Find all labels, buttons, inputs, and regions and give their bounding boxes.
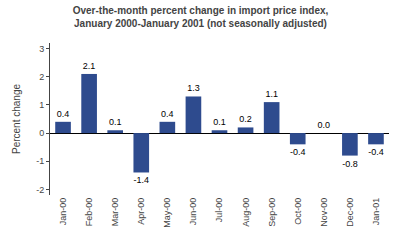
svg-text:0: 0 bbox=[39, 128, 44, 138]
svg-text:Percent change: Percent change bbox=[11, 84, 22, 154]
svg-text:Feb-00: Feb-00 bbox=[84, 198, 94, 227]
svg-text:Jul-00: Jul-00 bbox=[214, 198, 224, 223]
svg-text:Aug-00: Aug-00 bbox=[241, 198, 251, 227]
svg-text:3: 3 bbox=[39, 44, 44, 54]
svg-text:2: 2 bbox=[39, 72, 44, 82]
svg-text:Apr-00: Apr-00 bbox=[136, 198, 146, 225]
svg-text:0.1: 0.1 bbox=[213, 117, 226, 127]
svg-text:Nov-00: Nov-00 bbox=[319, 198, 329, 227]
svg-text:Oct-00: Oct-00 bbox=[293, 198, 303, 225]
svg-text:-1.4: -1.4 bbox=[134, 175, 150, 185]
svg-text:-0.8: -0.8 bbox=[342, 159, 358, 169]
svg-text:Jun-00: Jun-00 bbox=[188, 198, 198, 226]
svg-text:1.3: 1.3 bbox=[187, 83, 200, 93]
svg-text:0.4: 0.4 bbox=[161, 109, 174, 119]
svg-text:0.1: 0.1 bbox=[109, 117, 122, 127]
svg-text:Dec-00: Dec-00 bbox=[345, 198, 355, 227]
svg-text:0.0: 0.0 bbox=[318, 120, 331, 130]
svg-text:1: 1 bbox=[39, 100, 44, 110]
svg-text:Sep-00: Sep-00 bbox=[267, 198, 277, 227]
svg-text:May-00: May-00 bbox=[162, 198, 172, 228]
svg-text:-0.4: -0.4 bbox=[368, 147, 384, 157]
svg-text:2.1: 2.1 bbox=[83, 61, 96, 71]
svg-text:Jan-01: Jan-01 bbox=[371, 198, 381, 226]
svg-text:0.2: 0.2 bbox=[239, 114, 252, 124]
svg-text:Jan-00: Jan-00 bbox=[58, 198, 68, 226]
svg-text:1.1: 1.1 bbox=[265, 89, 278, 99]
svg-text:Over-the-month percent change: Over-the-month percent change in import … bbox=[73, 5, 329, 29]
svg-text:Mar-00: Mar-00 bbox=[110, 198, 120, 227]
svg-text:-1: -1 bbox=[36, 156, 44, 166]
svg-text:-2: -2 bbox=[36, 185, 44, 195]
svg-text:-0.4: -0.4 bbox=[290, 147, 306, 157]
svg-text:0.4: 0.4 bbox=[57, 109, 70, 119]
